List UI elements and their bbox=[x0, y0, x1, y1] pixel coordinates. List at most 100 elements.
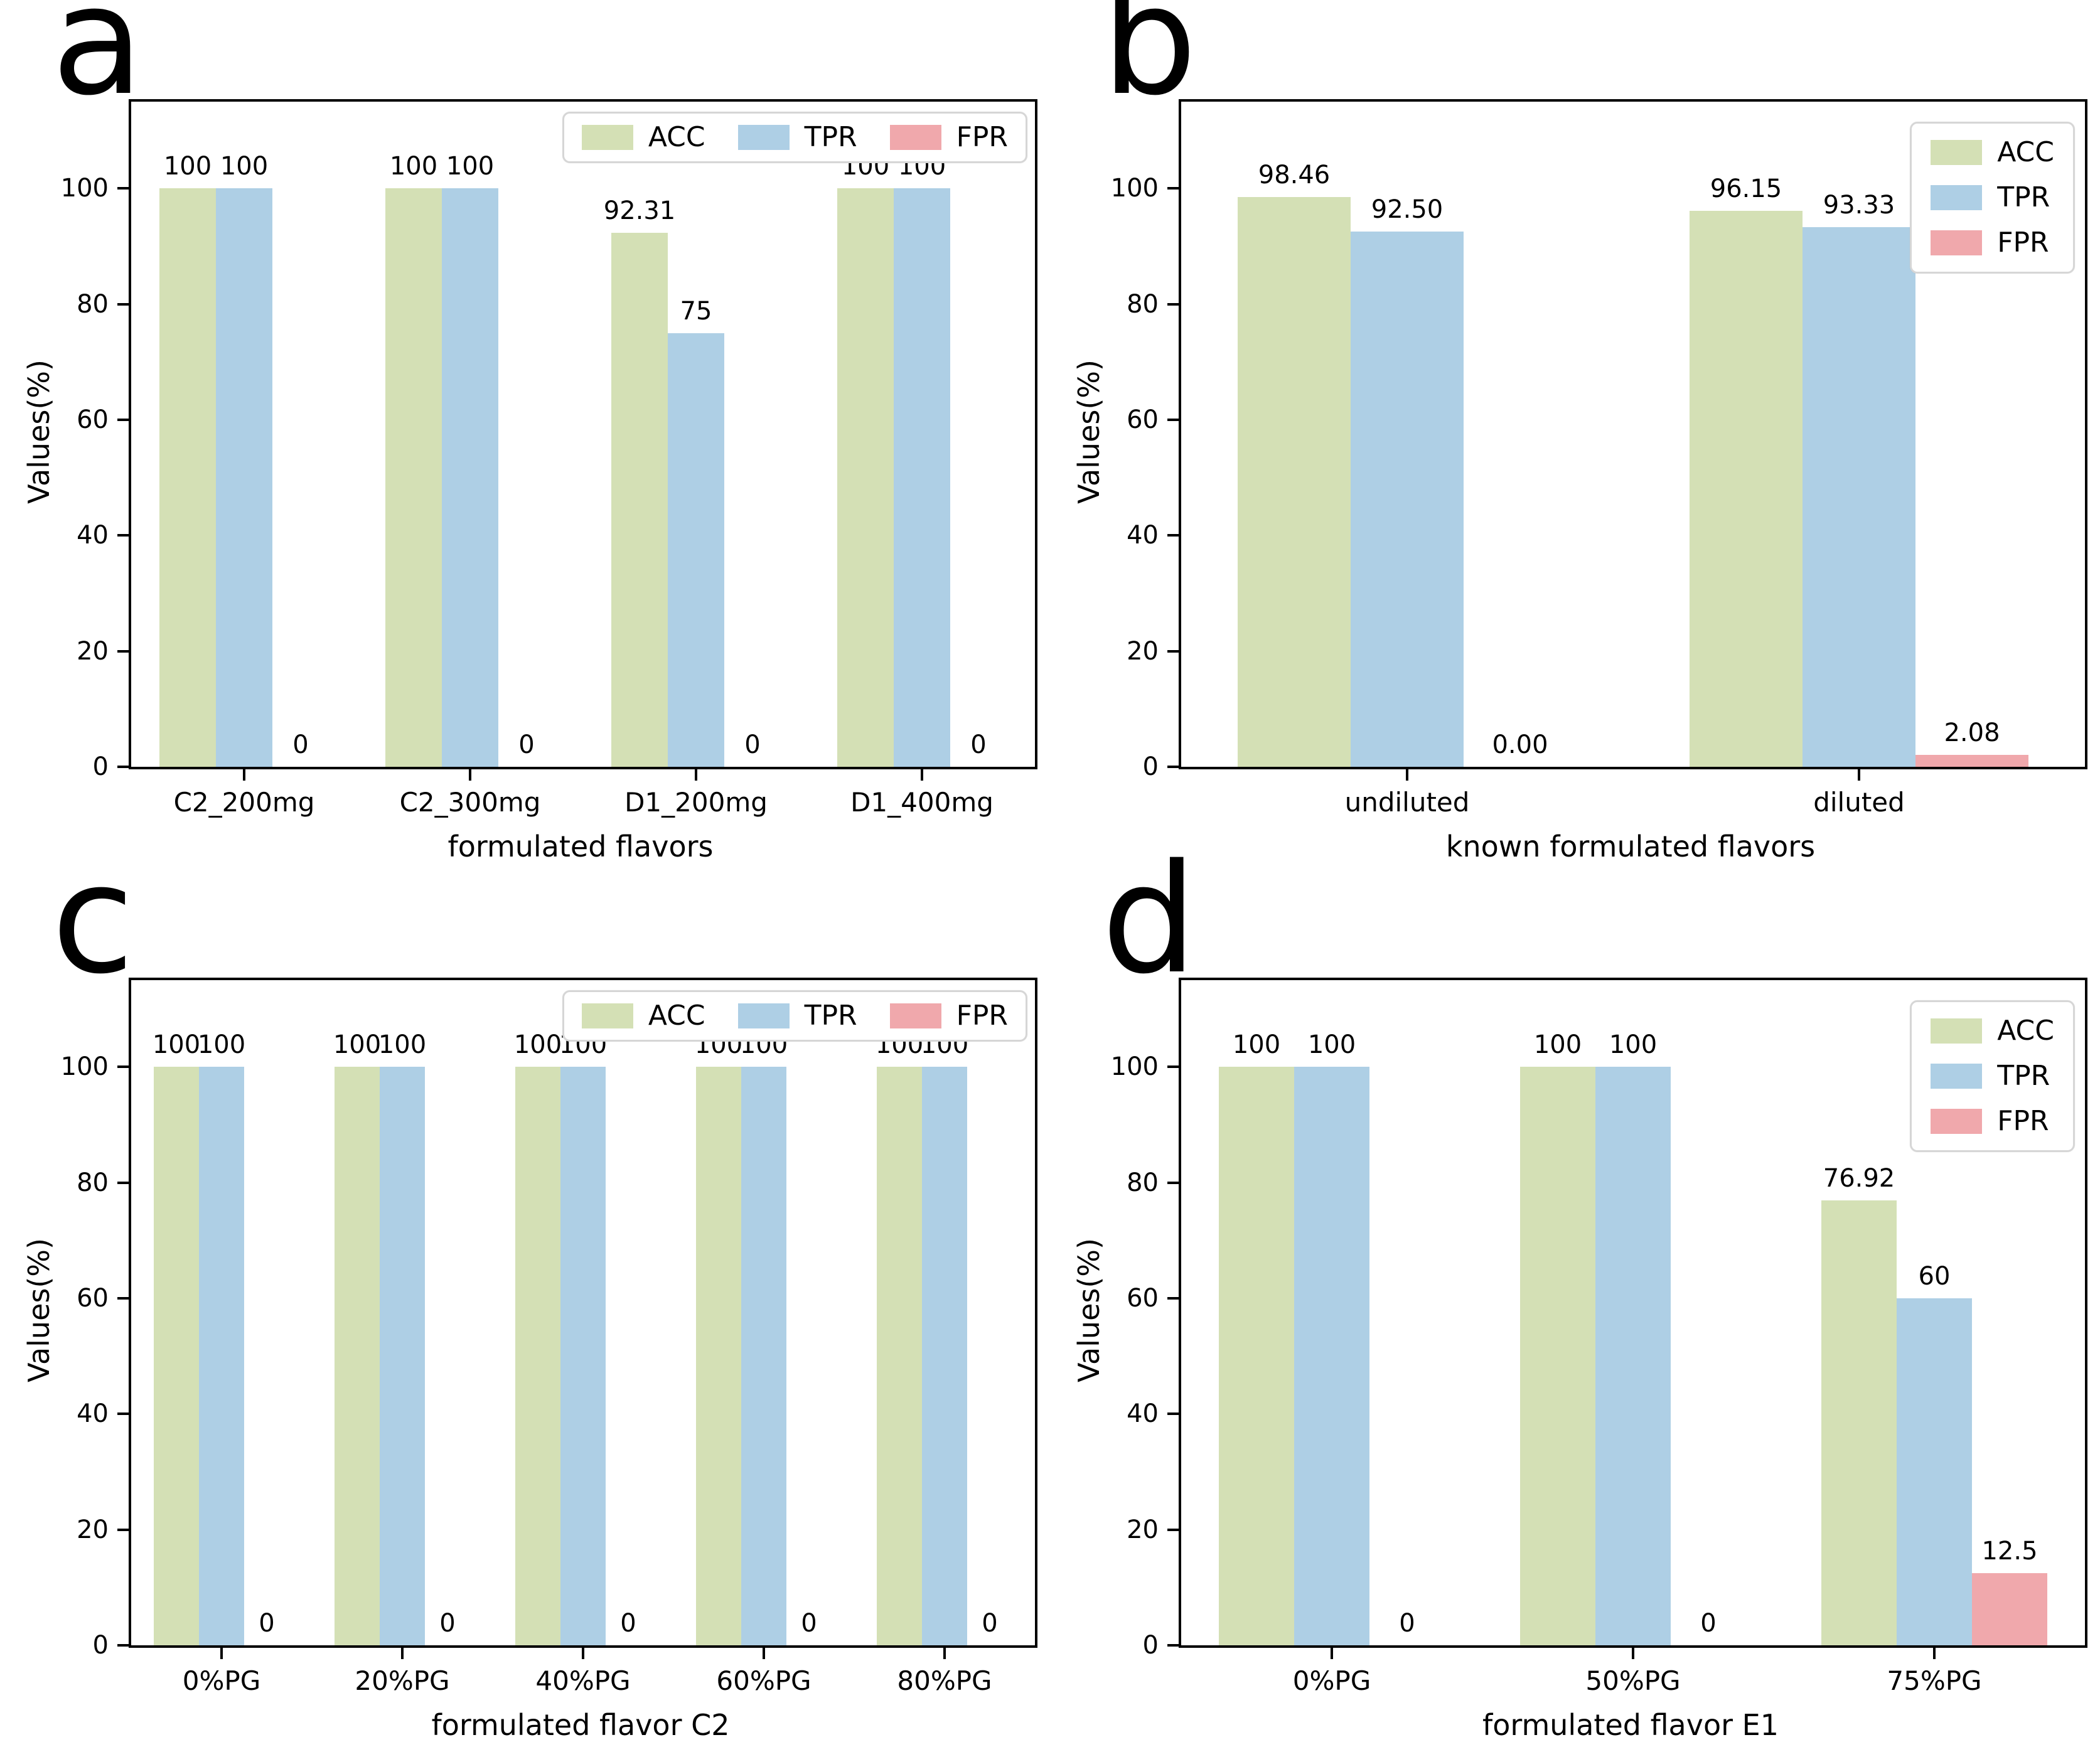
y-tick-mark bbox=[1167, 649, 1179, 653]
x-tick-mark bbox=[469, 769, 471, 781]
x-tick-mark bbox=[1406, 769, 1408, 781]
bar-value-label: 100 bbox=[513, 1030, 562, 1060]
bar-fpr bbox=[1915, 754, 2028, 767]
bar-value-label: 100 bbox=[378, 1030, 427, 1060]
x-axis-title: formulated flavors bbox=[447, 830, 714, 863]
y-tick-mark bbox=[1167, 534, 1179, 537]
bar-value-label: 100 bbox=[389, 152, 438, 181]
bar-acc bbox=[515, 1067, 560, 1645]
x-tick-label: 60%PG bbox=[716, 1665, 812, 1696]
legend-label: FPR bbox=[1997, 1105, 2049, 1137]
panel-letter-b: b bbox=[1101, 0, 1197, 129]
x-tick-label: 20%PG bbox=[355, 1665, 450, 1696]
y-tick-mark bbox=[1167, 418, 1179, 421]
bar-value-label: 100 bbox=[1609, 1030, 1658, 1060]
y-tick-mark bbox=[1167, 1528, 1179, 1531]
x-tick-label: D1_400mg bbox=[850, 787, 994, 818]
legend-swatch-tpr bbox=[1931, 185, 1983, 210]
bar-value-label: 0 bbox=[982, 1609, 998, 1638]
bar-value-label: 2.08 bbox=[1944, 718, 2000, 747]
legend-swatch-fpr bbox=[889, 125, 941, 150]
y-tick-mark bbox=[1167, 1644, 1179, 1647]
bar-value-label: 100 bbox=[1533, 1030, 1582, 1060]
bar-value-label: 100 bbox=[446, 152, 495, 181]
x-tick-mark bbox=[1933, 1648, 1936, 1659]
x-tick-mark bbox=[921, 769, 923, 781]
legend-item-fpr: FPR bbox=[889, 1002, 1008, 1030]
bar-value-label: 100 bbox=[333, 1030, 382, 1060]
bar-value-label: 0 bbox=[801, 1609, 817, 1638]
bar-acc bbox=[385, 188, 442, 767]
x-tick-label: C2_300mg bbox=[399, 787, 541, 818]
bar-value-label: 0 bbox=[620, 1609, 636, 1638]
x-tick-mark bbox=[763, 1648, 765, 1659]
x-tick-mark bbox=[401, 1648, 404, 1659]
bar-value-label: 92.31 bbox=[603, 196, 676, 226]
y-tick-label: 40 bbox=[77, 521, 109, 550]
legend-swatch-acc bbox=[1931, 140, 1983, 165]
panel-letter-a: a bbox=[51, 0, 144, 129]
legend-item-fpr: FPR bbox=[889, 124, 1008, 151]
bar-acc bbox=[335, 1067, 380, 1645]
y-tick-mark bbox=[1167, 766, 1179, 768]
y-tick-mark bbox=[1167, 1296, 1179, 1300]
bar-value-label: 0 bbox=[1399, 1609, 1415, 1638]
y-tick-label: 80 bbox=[1127, 1168, 1159, 1197]
legend-label: ACC bbox=[648, 121, 705, 153]
bar-tpr bbox=[922, 1067, 967, 1645]
bar-fpr bbox=[1972, 1573, 2047, 1645]
legend-label: ACC bbox=[648, 1000, 705, 1032]
legend-label: FPR bbox=[1997, 227, 2049, 259]
bar-tpr bbox=[894, 188, 950, 767]
panel-letter-c: c bbox=[51, 831, 134, 1007]
legend-item-acc: ACC bbox=[1931, 139, 2054, 166]
plot-area: 0 20 40 60 80 100 undiluted 98.46 92.50 0.00 dilut… bbox=[1111, 99, 2087, 818]
bar-tpr bbox=[1595, 1067, 1671, 1645]
y-tick-mark bbox=[1167, 1065, 1179, 1069]
bar-value-label: 100 bbox=[1307, 1030, 1356, 1060]
plot-area: 0 20 40 60 80 100 C2_200mg 100 100 0 C2_300mg 100 10… bbox=[61, 99, 1037, 818]
bar-acc bbox=[154, 1067, 199, 1645]
x-tick-mark bbox=[220, 1648, 223, 1659]
legend: ACC TPR FPR bbox=[562, 112, 1027, 163]
bar-acc bbox=[611, 233, 668, 767]
y-tick-label: 20 bbox=[1127, 636, 1159, 666]
y-tick-label: 0 bbox=[1142, 1631, 1159, 1660]
bar-value-label: 76.92 bbox=[1823, 1164, 1895, 1193]
legend-label: TPR bbox=[1997, 1060, 2050, 1092]
bar-value-label: 0 bbox=[970, 730, 987, 759]
y-tick-label: 60 bbox=[1127, 405, 1159, 434]
y-tick-mark bbox=[1167, 1413, 1179, 1416]
y-tick-mark bbox=[117, 1065, 129, 1069]
bar-tpr bbox=[741, 1067, 786, 1645]
x-tick-mark bbox=[1331, 1648, 1333, 1659]
bar-value-label: 12.5 bbox=[1981, 1536, 2038, 1566]
legend-item-tpr: TPR bbox=[737, 124, 857, 151]
legend-swatch-fpr bbox=[889, 1003, 941, 1028]
bar-value-label: 93.33 bbox=[1823, 190, 1895, 220]
y-tick-label: 40 bbox=[77, 1399, 109, 1429]
bar-acc bbox=[877, 1067, 922, 1645]
bar-tpr bbox=[1803, 227, 1915, 767]
bar-tpr bbox=[668, 333, 724, 767]
bar-value-label: 100 bbox=[163, 152, 212, 181]
y-tick-label: 80 bbox=[77, 1168, 109, 1197]
y-axis-title: Values(%) bbox=[22, 1238, 56, 1382]
plot-area: 0 20 40 60 80 100 0%PG 100 100 0 50%PG 100 100 0 75%PG… bbox=[1111, 978, 2087, 1696]
legend-swatch-acc bbox=[1931, 1018, 1983, 1044]
panel-b: b Values(%) 0 20 40 60 80 100 undiluted 98.46 92… bbox=[1050, 0, 2100, 878]
y-tick-label: 0 bbox=[1142, 752, 1159, 781]
x-tick-mark bbox=[1632, 1648, 1634, 1659]
legend-item-fpr: FPR bbox=[1931, 229, 2049, 257]
y-tick-mark bbox=[117, 1644, 129, 1647]
legend-swatch-acc bbox=[581, 125, 633, 150]
panel-c: c Values(%) 0 20 40 60 80 100 0%PG 100 100 0 20%PG… bbox=[0, 844, 1050, 1757]
x-tick-label: undiluted bbox=[1344, 787, 1470, 818]
bar-tpr bbox=[442, 188, 498, 767]
bar-tpr bbox=[1897, 1298, 1972, 1645]
bar-value-label: 0.00 bbox=[1492, 730, 1548, 759]
bar-value-label: 98.46 bbox=[1258, 161, 1331, 190]
y-tick-label: 60 bbox=[77, 1283, 109, 1313]
bar-acc bbox=[1821, 1200, 1897, 1645]
